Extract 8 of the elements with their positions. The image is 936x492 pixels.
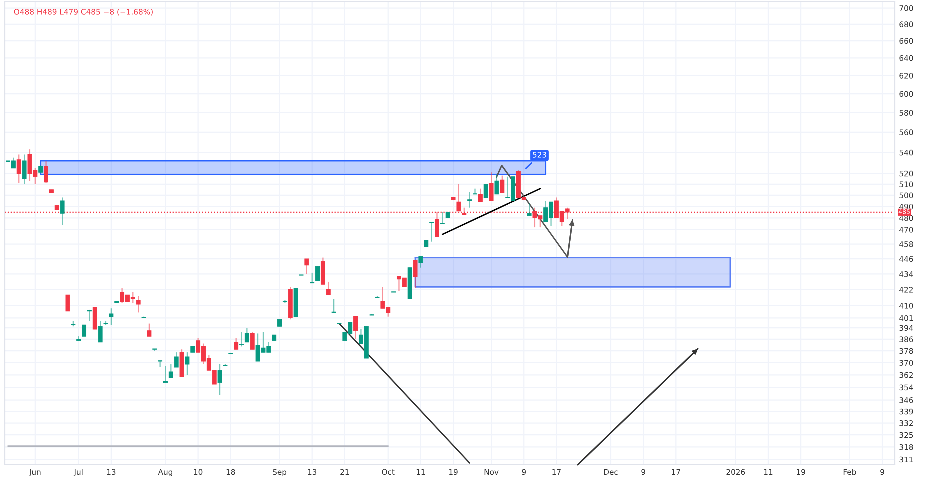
candlestick <box>484 184 488 198</box>
candlestick <box>473 188 478 195</box>
candlestick <box>66 294 70 312</box>
candlestick <box>82 324 87 337</box>
candlestick <box>92 306 98 330</box>
candlestick <box>158 360 163 368</box>
candlestick <box>316 266 320 281</box>
candlestick <box>250 332 255 350</box>
